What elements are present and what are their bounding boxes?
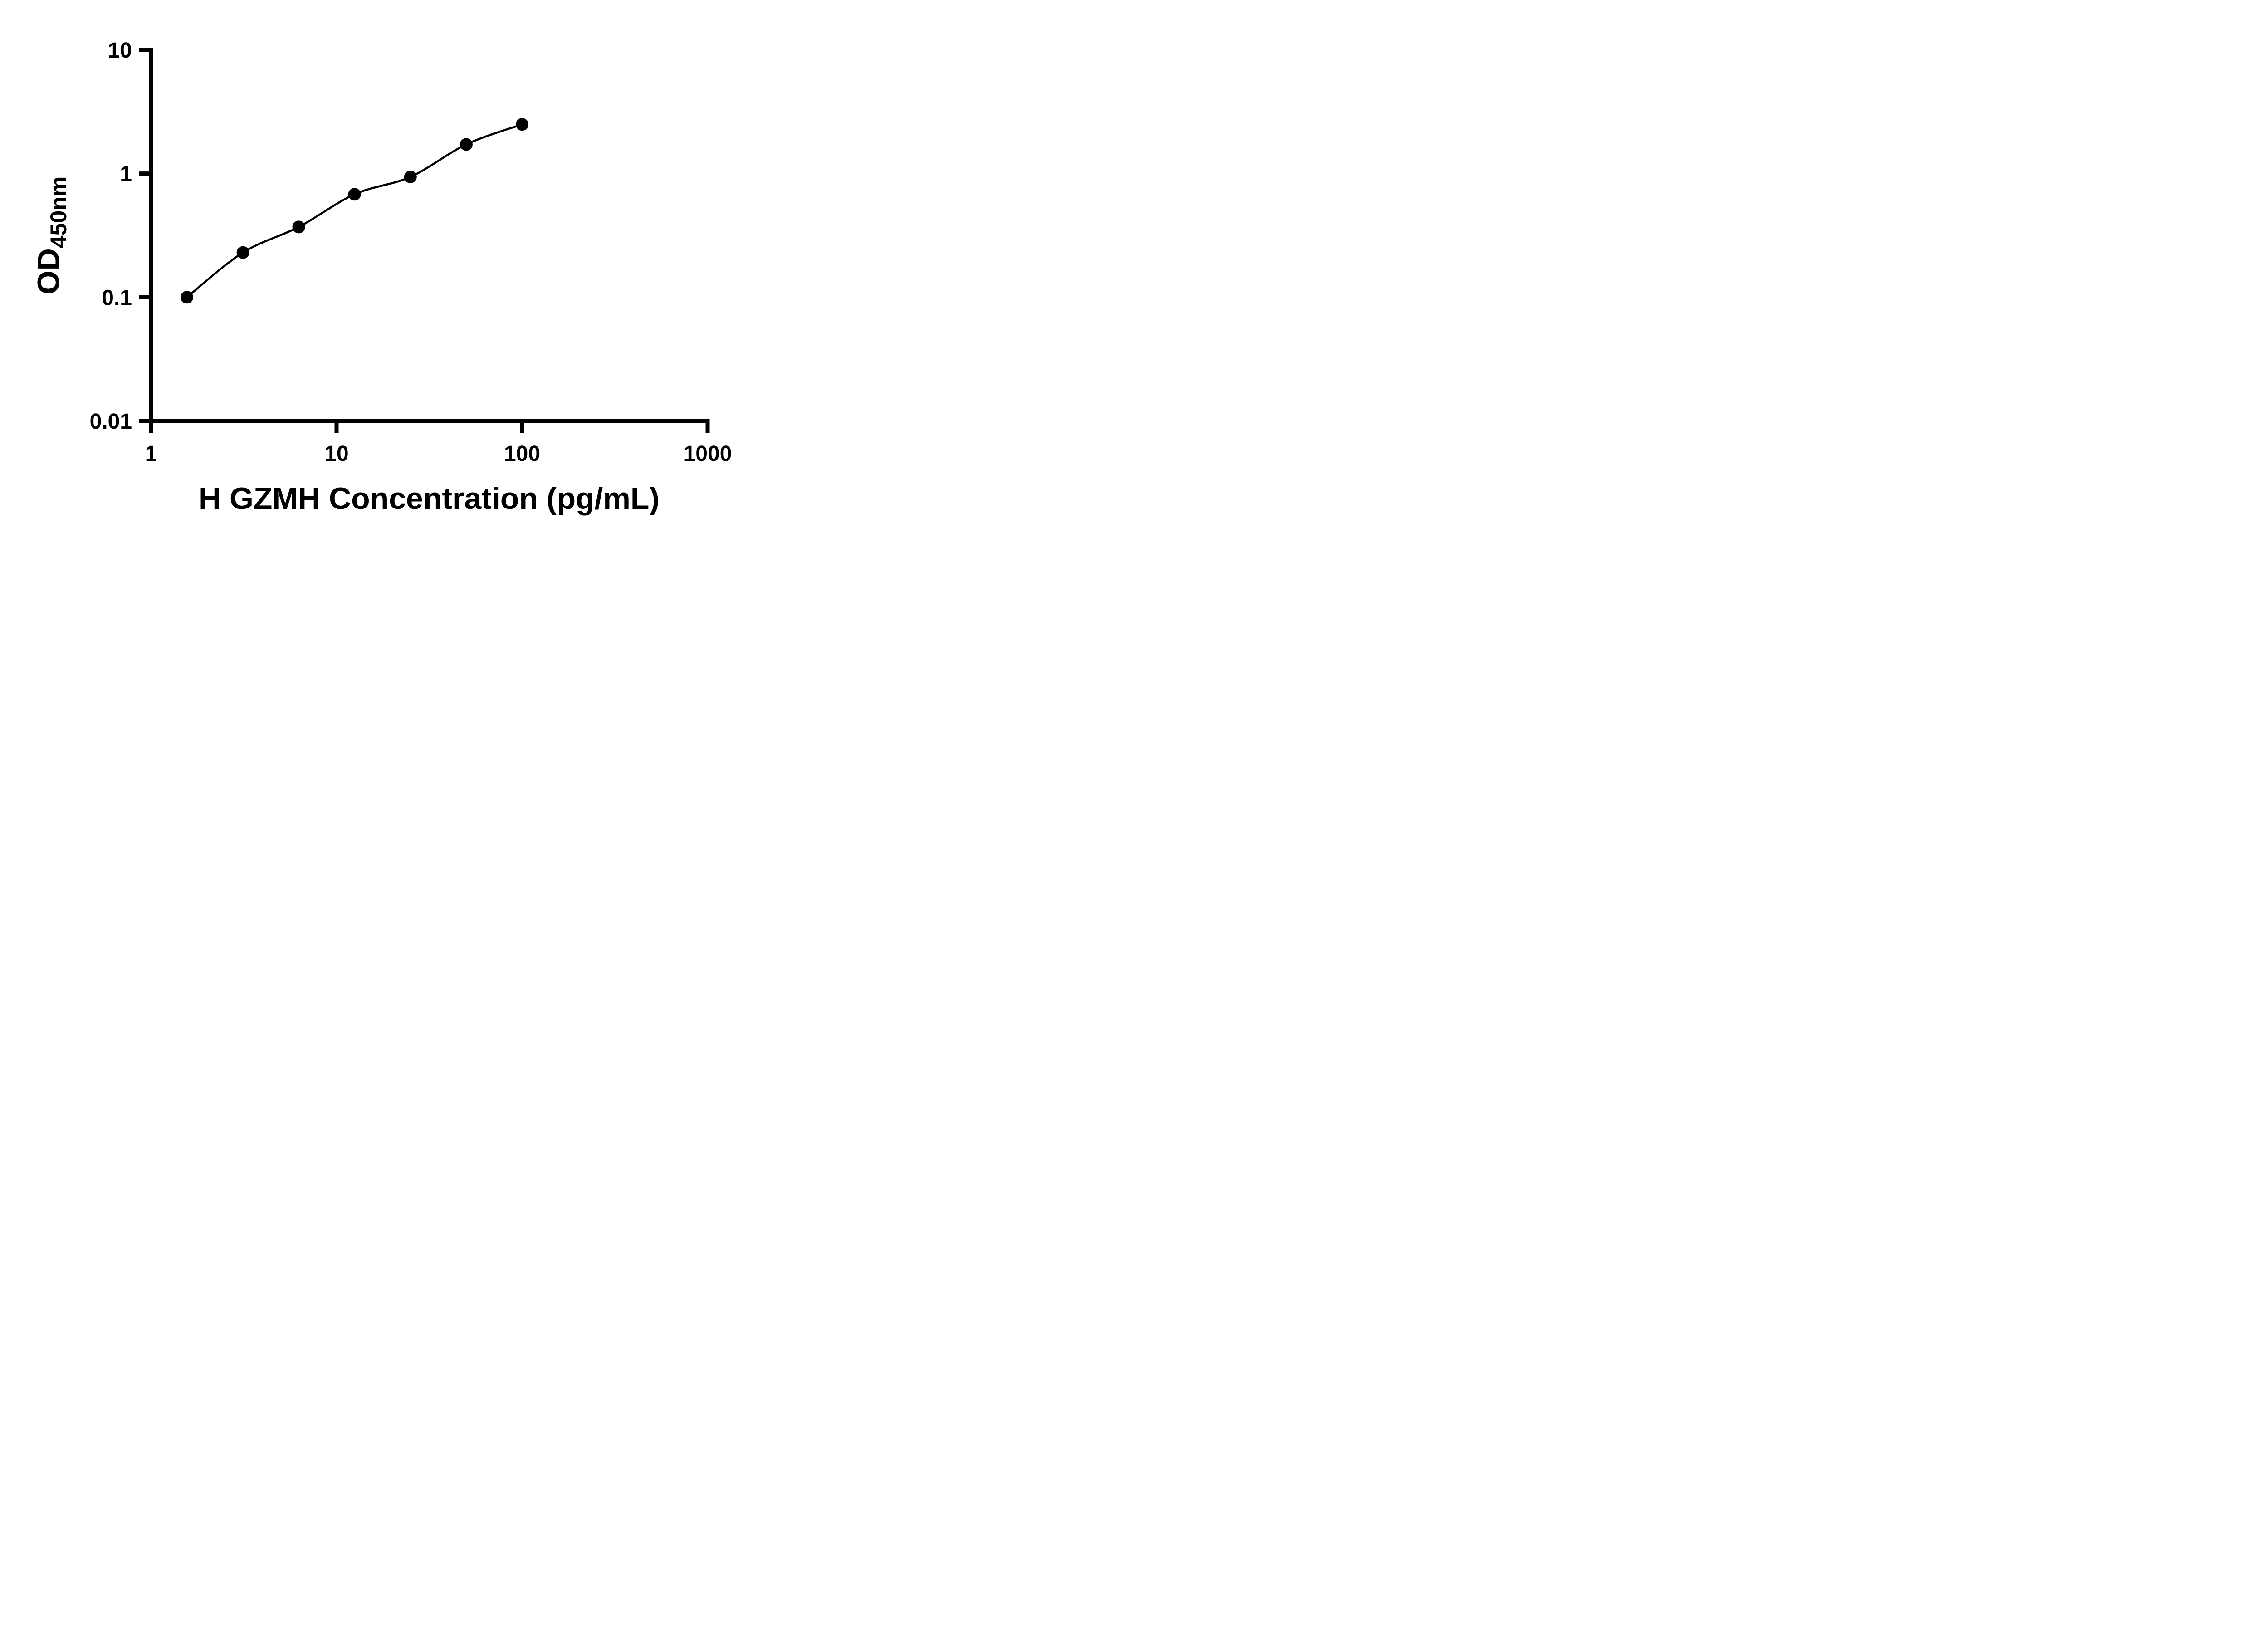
axes-spine: [149, 48, 710, 423]
data-point: [459, 138, 473, 151]
data-point: [404, 171, 417, 183]
data-point: [181, 291, 193, 304]
x-axis-tick-label: 10: [324, 442, 348, 466]
fit-curve: [186, 123, 523, 298]
y-axis-title-main: OD: [31, 248, 66, 294]
y-axis-tick-label: 10: [108, 39, 132, 63]
x-axis-title: H GZMH Concentration (pg/mL): [199, 481, 660, 516]
plot-area: 10 1 0.1 0.01 1 10 100 1000: [90, 39, 732, 466]
data-point: [516, 118, 528, 131]
chart-canvas: 10 1 0.1 0.01 1 10 100 1000 H GZMH Concentratio…: [31, 39, 732, 516]
x-axis-tick-label: 100: [504, 442, 540, 466]
y-axis-tick-label: 0.01: [90, 410, 132, 434]
x-axis-tick-label: 1000: [684, 442, 732, 466]
elisa-standard-curve-figure: 10 1 0.1 0.01 1 10 100 1000 H GZMH Concentratio…: [0, 0, 777, 544]
data-point: [236, 246, 249, 259]
y-axis-tick-label: 1: [120, 162, 132, 186]
y-axis-title: OD450nm: [31, 176, 71, 294]
y-axis-tick-label: 0.1: [102, 286, 132, 310]
x-axis-tick-label: 1: [145, 442, 157, 466]
y-axis-title-subscript: 450nm: [46, 176, 71, 248]
data-point: [348, 188, 361, 201]
data-point: [292, 220, 305, 234]
